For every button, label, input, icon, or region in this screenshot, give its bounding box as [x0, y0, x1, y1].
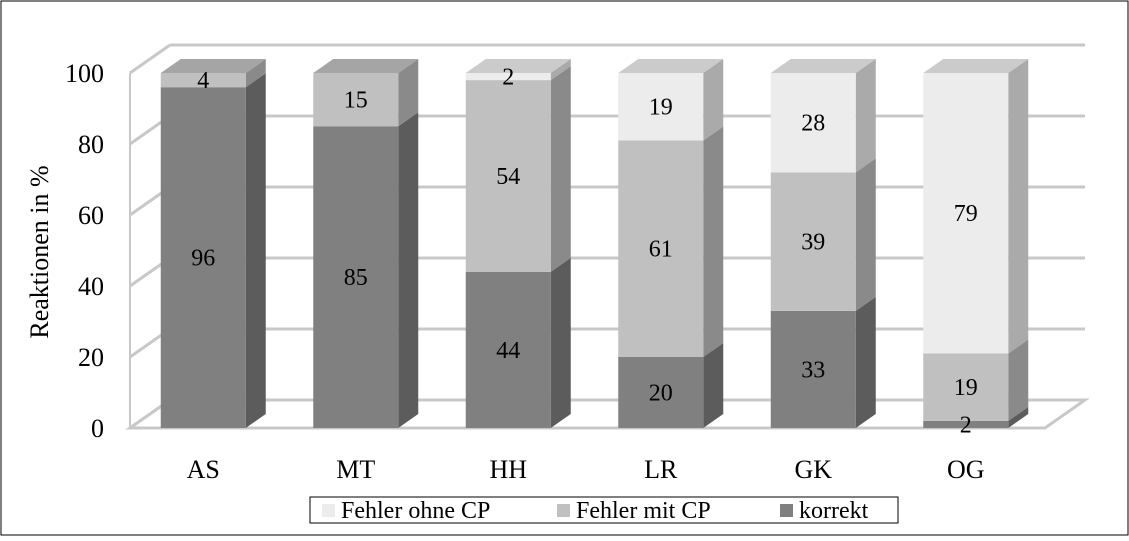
x-tick-label-mt: MT [336, 455, 375, 484]
data-label-og-0: 2 [960, 412, 972, 438]
bar-segment-lr-1 [618, 140, 704, 357]
y-tick-label-2: 40 [78, 272, 104, 301]
y-tick-label-3: 60 [78, 201, 104, 230]
bar-stack-gk [770, 59, 876, 428]
bar-segment-as-1 [160, 73, 246, 88]
y-tick-label-4: 80 [78, 130, 104, 159]
legend-swatch-1 [557, 504, 570, 517]
legend-swatch-2 [780, 504, 793, 517]
bar-top-mt [313, 59, 419, 73]
bar-side-mt-0 [398, 112, 419, 428]
bar-segment-og-1 [923, 353, 1009, 421]
data-label-as-1: 4 [197, 68, 209, 94]
data-labels-layer: 96 4 85 15 44 54 2 20 61 19 33 39 28 2 19 79 [191, 65, 978, 439]
bar-side-gk-1 [855, 158, 876, 311]
data-label-hh-2: 2 [502, 65, 514, 91]
bar-segment-gk-1 [770, 172, 856, 311]
data-label-og-1: 19 [954, 375, 978, 401]
data-label-gk-1: 39 [801, 230, 825, 256]
y-tick-label-1: 20 [78, 343, 104, 372]
bar-side-og-0 [1008, 406, 1029, 428]
bar-top-as [160, 59, 266, 73]
legend-swatch-0 [322, 504, 335, 517]
bar-segment-lr-2 [618, 73, 704, 141]
bar-segment-gk-2 [770, 73, 856, 173]
bar-side-og-1 [1008, 339, 1029, 421]
bar-segment-hh-0 [465, 271, 551, 428]
bars-layer [160, 59, 1029, 428]
bar-side-as-0 [245, 73, 266, 428]
data-label-mt-0: 85 [344, 265, 368, 291]
legend-label-0: Fehler ohne CP [341, 498, 490, 524]
bar-segment-lr-0 [618, 357, 704, 428]
data-label-hh-0: 44 [496, 338, 520, 364]
bar-segment-as-0 [160, 87, 246, 428]
bar-side-gk-0 [855, 296, 876, 428]
bar-side-mt-1 [398, 59, 419, 127]
data-label-hh-1: 54 [496, 164, 520, 190]
y-axis: 0 20 40 60 80 100 [65, 59, 104, 443]
data-label-gk-2: 28 [801, 111, 825, 137]
x-tick-label-hh: HH [489, 455, 527, 484]
bar-stack-lr [618, 59, 724, 428]
bar-top-gk [770, 59, 876, 73]
data-label-as-0: 96 [191, 246, 215, 272]
x-axis: AS MT HH LR GK OG [187, 455, 985, 484]
bar-stack-mt [313, 59, 419, 428]
bar-side-lr-2 [703, 59, 724, 141]
legend: Fehler ohne CP Fehler mit CP korrekt [309, 496, 899, 524]
bar-side-as-1 [245, 59, 266, 88]
data-label-lr-1: 61 [649, 237, 673, 263]
legend-label-1: Fehler mit CP [576, 498, 711, 524]
bar-side-gk-2 [855, 59, 876, 173]
gridline-side-5 [129, 43, 171, 75]
y-axis-title: Reaktionen in % [25, 165, 54, 338]
x-tick-label-og: OG [947, 455, 985, 484]
data-label-gk-0: 33 [801, 357, 825, 383]
data-label-lr-2: 19 [649, 95, 673, 121]
legend-box [309, 496, 899, 524]
legend-label-2: korrekt [799, 498, 869, 524]
bar-side-hh-2 [550, 59, 571, 81]
bar-stack-hh [465, 59, 571, 428]
bar-segment-og-0 [923, 420, 1009, 428]
bar-segment-og-2 [923, 73, 1009, 354]
data-label-lr-0: 20 [649, 381, 673, 407]
bar-top-hh [465, 59, 571, 73]
bar-side-lr-1 [703, 126, 724, 357]
bar-side-og-2 [1008, 59, 1029, 354]
x-tick-label-as: AS [187, 455, 220, 484]
bar-segment-mt-0 [313, 126, 399, 428]
x-tick-label-gk: GK [794, 455, 832, 484]
x-tick-label-lr: LR [644, 455, 678, 484]
data-label-og-2: 79 [954, 201, 978, 227]
bar-segment-hh-1 [465, 80, 551, 272]
data-label-mt-1: 15 [344, 88, 368, 114]
bar-segment-mt-1 [313, 73, 399, 127]
y-tick-label-5: 100 [65, 59, 104, 88]
bar-top-lr [618, 59, 724, 73]
bar-side-lr-0 [703, 343, 724, 428]
bar-segment-hh-2 [465, 73, 551, 81]
bar-side-hh-0 [550, 257, 571, 428]
bar-top-og [923, 59, 1029, 73]
bar-side-hh-1 [550, 66, 571, 272]
y-tick-label-0: 0 [91, 414, 104, 443]
bar-stack-og [923, 59, 1029, 428]
bar-segment-gk-0 [770, 310, 856, 428]
bar-stack-as [160, 59, 266, 428]
